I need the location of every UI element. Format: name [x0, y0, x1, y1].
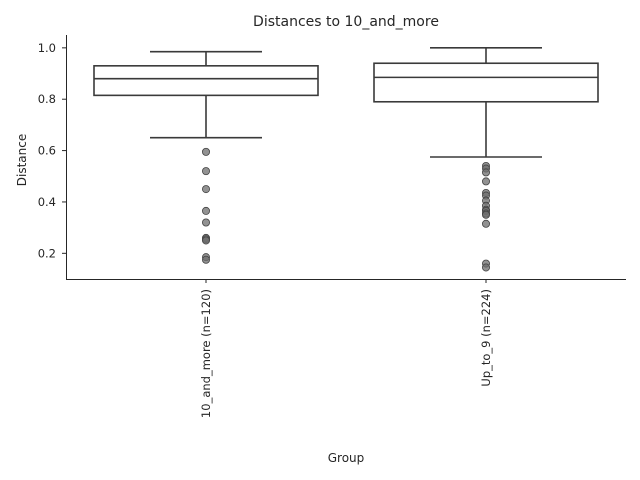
x-axis-label: Group: [328, 451, 365, 465]
outlier-point: [481, 210, 490, 219]
x-axis-ticks: 10_and_more (n=120) Up_to_9 (n=224): [199, 279, 493, 418]
plot-area: [93, 47, 599, 272]
outlier-point: [481, 168, 490, 177]
y-tick-label: 0.4: [38, 195, 56, 209]
outlier-point: [201, 185, 210, 194]
outlier-point: [201, 255, 210, 264]
outlier-point: [201, 236, 210, 245]
y-tick-label: 0.8: [38, 92, 56, 106]
x-tick-label: Up_to_9 (n=224): [479, 289, 493, 387]
outlier-point: [201, 206, 210, 215]
y-axis-ticks: 0.2 0.4 0.6 0.8 1.0: [38, 41, 66, 260]
outlier-point: [481, 219, 490, 228]
x-tick-label: 10_and_more (n=120): [199, 289, 213, 418]
outlier-point: [201, 167, 210, 176]
y-axis-label: Distance: [15, 134, 29, 186]
iqr-box: [93, 65, 319, 97]
outlier-point: [481, 177, 490, 186]
box-group: [373, 47, 599, 272]
y-tick-label: 1.0: [38, 41, 56, 55]
y-tick-label: 0.2: [38, 246, 56, 260]
outlier-point: [201, 218, 210, 227]
outlier-point: [481, 263, 490, 272]
y-tick-label: 0.6: [38, 144, 56, 158]
iqr-box: [373, 62, 599, 103]
chart-title: Distances to 10_and_more: [253, 14, 439, 30]
box-group: [93, 50, 319, 264]
outlier-point: [201, 147, 210, 156]
